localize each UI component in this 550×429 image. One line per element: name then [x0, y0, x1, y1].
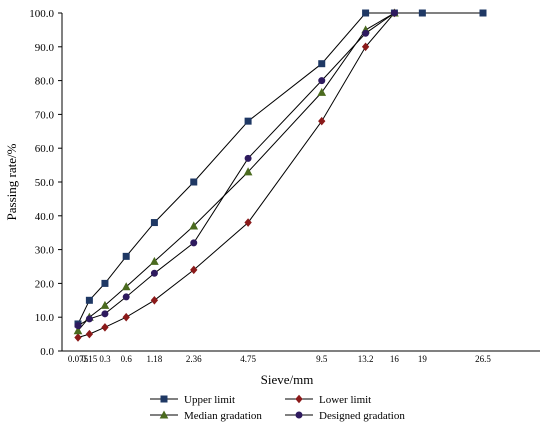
x-tick-label: 26.5: [475, 354, 491, 364]
series-line: [78, 13, 394, 331]
data-point: [319, 61, 325, 67]
data-point: [75, 323, 81, 329]
plot-area: [62, 13, 540, 351]
data-point: [75, 334, 81, 341]
x-tick-label: 0.15: [82, 354, 98, 364]
data-point: [191, 240, 197, 246]
data-point: [245, 118, 251, 124]
y-tick-label: 40.0: [35, 211, 55, 223]
data-point: [480, 10, 486, 16]
legend-item: Median gradation: [150, 410, 262, 422]
series-layer: [75, 10, 487, 341]
data-point: [151, 297, 157, 304]
x-tick-label: 0.3: [99, 354, 111, 364]
series-circle: [75, 10, 397, 329]
data-point: [102, 280, 108, 286]
series-triangle: [75, 10, 398, 334]
x-tick-label: 2.36: [186, 354, 202, 364]
legend-marker: [161, 396, 167, 402]
data-point: [363, 10, 369, 16]
y-tick-label: 60.0: [35, 143, 55, 155]
data-point: [363, 30, 369, 36]
x-tick-label: 1.18: [147, 354, 163, 364]
series-line: [78, 13, 394, 326]
y-tick-label: 80.0: [35, 76, 55, 88]
data-point: [86, 331, 92, 338]
data-point: [102, 311, 108, 317]
y-tick-label: 30.0: [35, 245, 55, 257]
series-line: [78, 13, 483, 324]
y-tick-label: 0.0: [40, 346, 54, 358]
data-point: [86, 297, 92, 303]
data-point: [319, 78, 325, 84]
y-tick-label: 50.0: [35, 177, 55, 189]
y-axis-ticks: 0.0 10.0 20.0 30.0 40.0 50.0 60.0 70.0 80.0 90.0 1…: [29, 8, 62, 358]
y-tick-label: 70.0: [35, 109, 55, 121]
legend-item: Upper limit: [150, 394, 235, 406]
data-point: [123, 253, 129, 259]
x-tick-label: 19: [418, 354, 428, 364]
y-tick-label: 10.0: [35, 312, 55, 324]
series-square: [75, 10, 486, 327]
legend-label: Upper limit: [184, 394, 235, 406]
y-tick-label: 20.0: [35, 278, 55, 290]
x-tick-label: 9.5: [316, 354, 328, 364]
x-axis-title: Sieve/mm: [261, 372, 314, 387]
data-point: [123, 294, 129, 300]
data-point: [419, 10, 425, 16]
y-tick-label: 100.0: [29, 8, 54, 20]
y-axis-title: Passing rate/%: [4, 143, 19, 220]
legend-marker: [296, 396, 302, 403]
legend: Upper limit Lower limit Median gradation De…: [150, 394, 405, 422]
x-tick-label: 4.75: [240, 354, 256, 364]
data-point: [102, 324, 108, 331]
legend-label: Median gradation: [184, 410, 262, 422]
data-point: [151, 220, 157, 226]
x-tick-label: 13.2: [358, 354, 374, 364]
data-point: [391, 10, 397, 16]
data-point: [191, 179, 197, 185]
data-point: [245, 155, 251, 161]
legend-label: Designed gradation: [319, 410, 405, 422]
data-point: [318, 89, 325, 96]
legend-marker: [296, 412, 302, 418]
x-tick-label: 16: [390, 354, 400, 364]
legend-item: Lower limit: [285, 394, 371, 406]
data-point: [86, 316, 92, 322]
x-tick-label: 0.6: [121, 354, 133, 364]
y-tick-label: 90.0: [35, 42, 55, 54]
data-point: [151, 270, 157, 276]
data-point: [191, 266, 197, 273]
legend-item: Designed gradation: [285, 410, 405, 422]
series-diamond: [75, 10, 397, 341]
data-point: [123, 314, 129, 321]
legend-label: Lower limit: [319, 394, 371, 406]
